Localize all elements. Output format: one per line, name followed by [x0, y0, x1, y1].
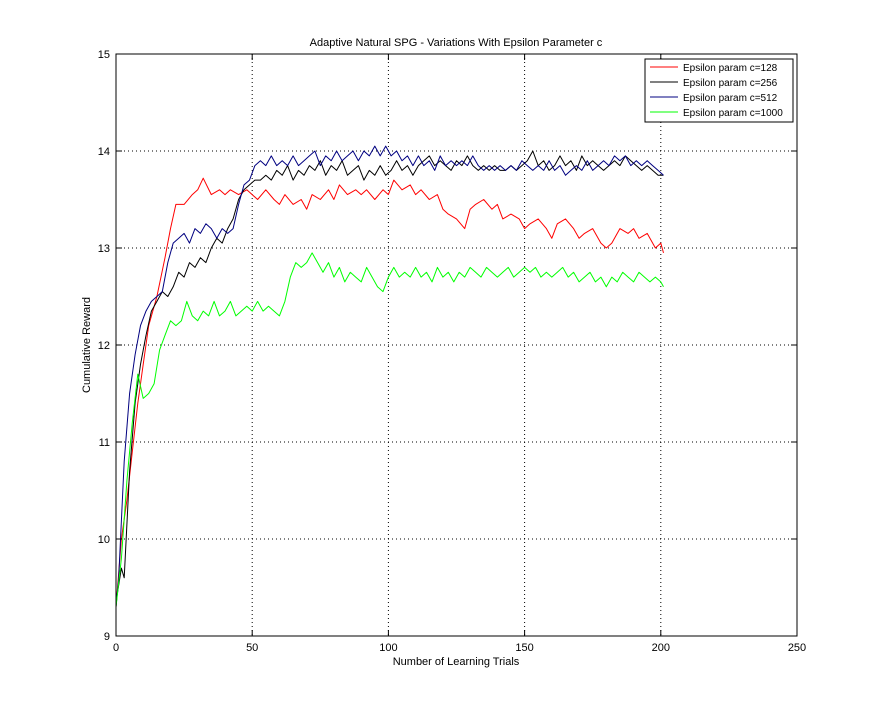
- legend-label-1: Epsilon param c=128: [683, 63, 778, 74]
- x-tick-label: 250: [788, 642, 806, 654]
- y-axis-label: Cumulative Reward: [81, 297, 93, 393]
- y-tick-label: 10: [98, 534, 110, 546]
- x-tick-label: 150: [515, 642, 533, 654]
- series-line-2: [115, 150, 664, 603]
- series-line-3: [115, 145, 664, 607]
- y-tick-label: 12: [98, 340, 110, 352]
- chart-title: Adaptive Natural SPG - Variations With E…: [310, 37, 603, 49]
- legend-label-3: Epsilon param c=512: [683, 93, 778, 104]
- x-axis-label: Number of Learning Trials: [393, 656, 520, 668]
- y-tick-label: 15: [98, 49, 110, 61]
- legend-items: Epsilon param c=128 Epsilon param c=256 Ep…: [650, 63, 783, 119]
- series-lines: [115, 145, 664, 607]
- x-tick-label: 100: [379, 642, 397, 654]
- y-tick-label: 14: [98, 146, 110, 158]
- legend-label-4: Epsilon param c=1000: [683, 108, 783, 119]
- y-tick-label: 13: [98, 243, 110, 255]
- y-tick-label: 11: [99, 437, 110, 449]
- grid: [116, 54, 797, 636]
- x-tick-label: 0: [113, 642, 119, 654]
- y-tick-label: 9: [104, 631, 110, 643]
- ticks: [115, 53, 798, 637]
- series-line-1: [115, 177, 664, 607]
- x-tick-label: 200: [652, 642, 670, 654]
- x-tick-label: 50: [246, 642, 258, 654]
- legend-label-2: Epsilon param c=256: [683, 78, 778, 89]
- tick-labels: 0 50 100 150 200 250 9 10 11 12 13 14 15: [98, 49, 806, 654]
- series-line-4: [115, 252, 664, 607]
- legend: Epsilon param c=128 Epsilon param c=256 Ep…: [644, 58, 794, 123]
